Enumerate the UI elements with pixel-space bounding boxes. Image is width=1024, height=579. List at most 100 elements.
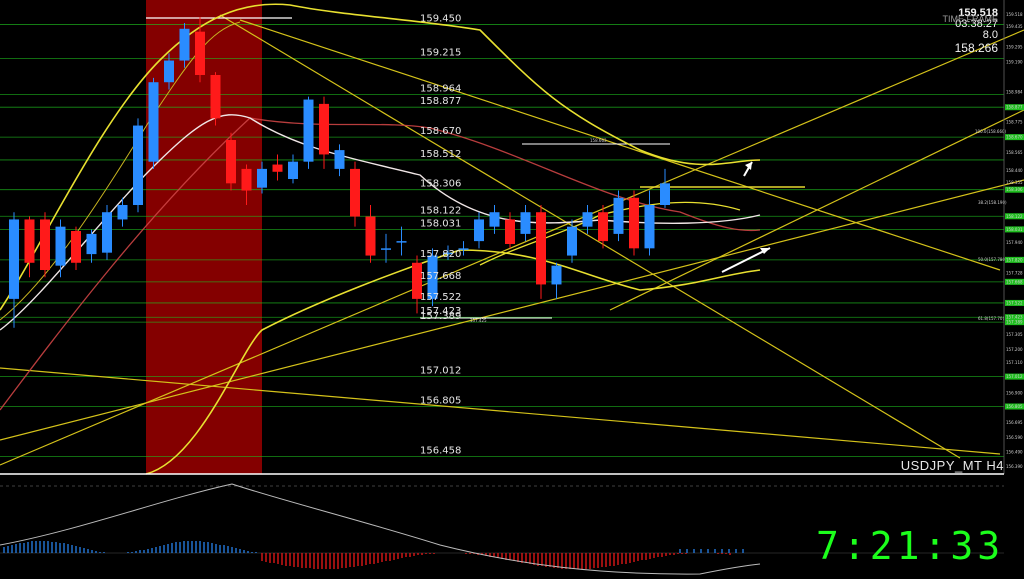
candle-body (474, 219, 484, 242)
candles (9, 17, 670, 328)
arrows (721, 161, 771, 273)
trend-line (219, 14, 961, 459)
price-level-label: 158.877 (420, 96, 461, 107)
trend-line (239, 19, 1001, 271)
candle-body (365, 216, 376, 256)
candle-body (303, 99, 314, 162)
axis-level-tag (1005, 256, 1024, 263)
price-level-label: 159.215 (420, 47, 461, 58)
axis-level-tag (1005, 134, 1024, 141)
axis-level-tag (1005, 104, 1024, 111)
candle-body (613, 197, 624, 234)
candle-body (536, 212, 546, 285)
axis-level-tag (1005, 373, 1024, 380)
axis-tick-label: 158.122 (1006, 214, 1023, 219)
axis-tick-label: 156.590 (1006, 435, 1023, 440)
symbol-label: USDJPY_MT H4 (900, 458, 1004, 473)
axis-level-tag (1005, 278, 1024, 285)
candle-body (443, 252, 453, 255)
price-level-label: 157.522 (420, 292, 461, 303)
axis-tick-label: 157.012 (1006, 374, 1023, 379)
candle-body (71, 231, 81, 263)
candle-body (489, 212, 500, 227)
candle-body (598, 212, 608, 242)
hud-time-label: TIME FRAME (942, 14, 999, 24)
fib-label: 50.0(157.780) (978, 257, 1007, 262)
hud-countdown: 03:38:27 (955, 18, 998, 30)
axis-tick-label: 157.305 (1006, 332, 1023, 337)
candle-body (629, 197, 639, 249)
price-level-label: 157.423 (420, 306, 461, 317)
arrow-up-icon (721, 247, 771, 273)
candle-body (148, 82, 159, 162)
axis-tick-label: 157.423 (1006, 315, 1023, 320)
fib-label: 38.2(158.190) (978, 200, 1007, 205)
oscillator-panel (3, 541, 744, 569)
price-level-label: 158.306 (420, 179, 461, 190)
slow-ma (0, 117, 761, 411)
axis-tick-label: 157.728 (1006, 271, 1023, 276)
axis-tick-label: 159.295 (1006, 44, 1023, 49)
price-level-label: 156.805 (420, 396, 461, 407)
axis-tick-label: 157.389 (1006, 320, 1023, 325)
axis-tick-label: 157.940 (1006, 240, 1023, 245)
candle-body (24, 219, 35, 263)
candle-body (350, 168, 360, 217)
price-axis: 159.518 159.435 159.295 159.190 158.984 158.8… (1003, 0, 1024, 474)
trend-line (609, 109, 1024, 311)
candle-body (334, 150, 345, 169)
axis-tick-label: 158.440 (1006, 168, 1023, 173)
fib-label: 100.0(158.660) (975, 129, 1007, 134)
trend-line (0, 179, 1024, 441)
candle-body (195, 31, 205, 76)
hud-bid: 158.266 (954, 41, 998, 55)
axis-tick-label: 158.031 (1006, 227, 1023, 232)
axis-level-tag (1005, 403, 1024, 410)
axis-level-tag (1005, 319, 1024, 326)
price-level-label: 158.964 (420, 84, 461, 95)
axis-tick-label: 158.877 (1006, 105, 1023, 110)
price-level-label: 157.668 (420, 271, 461, 282)
candle-body (226, 140, 236, 184)
price-level-label: 158.031 (420, 218, 461, 229)
candle-body (458, 248, 469, 250)
axis-tick-label: 157.820 (1006, 257, 1023, 262)
price-level-label: 158.122 (420, 205, 461, 216)
arrowhead-icon (760, 248, 770, 254)
candle-body (520, 212, 531, 234)
candle-body (241, 168, 252, 191)
candle-body (644, 205, 655, 249)
trend-line (0, 367, 1001, 455)
axis-tick-label: 158.355 (1006, 180, 1023, 185)
candle-body (582, 212, 593, 227)
axis-tick-label: 157.668 (1006, 279, 1023, 284)
upper-band (0, 3, 761, 311)
candle-body (102, 212, 112, 253)
candle-body (272, 164, 283, 172)
price-level-label: 157.820 (420, 249, 461, 260)
axis-tick-label: 156.390 (1006, 464, 1023, 469)
candle-body (319, 103, 329, 155)
axis-tick-label: 156.900 (1006, 390, 1023, 395)
candle-body (257, 168, 267, 188)
candle-body (117, 205, 128, 220)
low-annotation: 157.425 (470, 318, 487, 323)
candle-body (660, 183, 670, 205)
axis-level-tag (1005, 226, 1024, 233)
candle-body (179, 28, 190, 61)
trend-line (0, 29, 1024, 466)
axis-tick-label: 156.695 (1006, 420, 1023, 425)
candle-body (427, 255, 438, 299)
clock-display: 7:21:33 (816, 524, 1005, 568)
candle-body (551, 265, 562, 285)
candle-body (567, 226, 577, 256)
axis-tick-label: 156.805 (1006, 404, 1023, 409)
trend-lines: 158.663 157.425 (0, 14, 1024, 466)
axis-level-tag (1005, 314, 1024, 321)
hud-spread: 8.0 (982, 29, 998, 41)
candle-body (210, 75, 221, 119)
candle-body (164, 60, 174, 83)
candle-body (86, 233, 97, 255)
